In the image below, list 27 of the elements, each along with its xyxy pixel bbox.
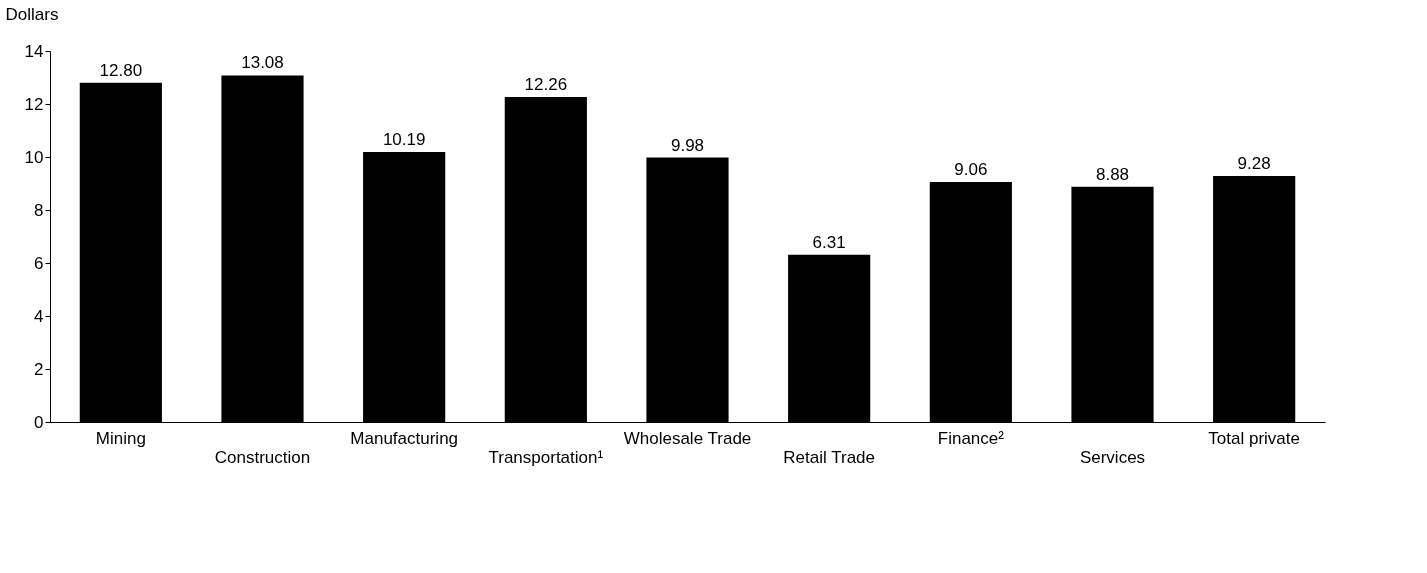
- y-axis-title: Dollars: [5, 4, 59, 24]
- y-tick-label: 10: [24, 147, 44, 167]
- y-tick-label: 6: [34, 253, 44, 273]
- data-label: 10.19: [382, 129, 426, 149]
- x-tick-label: Retail Trade: [783, 447, 875, 467]
- y-tick-label: 14: [24, 41, 44, 61]
- x-tick-label: Wholesale Trade: [623, 428, 752, 448]
- data-label: 9.98: [670, 135, 705, 155]
- data-label: 6.31: [812, 232, 846, 252]
- x-tick-label: Mining: [95, 428, 146, 448]
- data-label: 9.28: [1237, 154, 1271, 174]
- x-tick-label: Finance²: [937, 428, 1005, 448]
- x-tick-label: Total private: [1208, 428, 1300, 448]
- y-tick-label: 0: [34, 412, 44, 432]
- y-tick-label: 4: [34, 306, 44, 326]
- x-tick-label: Manufacturing: [350, 428, 459, 448]
- x-tick-label: Services: [1079, 447, 1146, 467]
- data-label: 12.26: [524, 75, 568, 95]
- y-tick-label: 12: [24, 94, 44, 114]
- data-label: 12.80: [99, 60, 143, 80]
- y-tick-label: 2: [34, 359, 44, 379]
- x-tick-label: Transportation¹: [488, 447, 604, 467]
- data-label: 13.08: [241, 53, 284, 73]
- x-tick-label: Construction: [214, 447, 311, 467]
- y-tick-label: 8: [34, 200, 44, 220]
- data-label: 9.06: [954, 159, 988, 179]
- data-label: 8.88: [1095, 164, 1130, 184]
